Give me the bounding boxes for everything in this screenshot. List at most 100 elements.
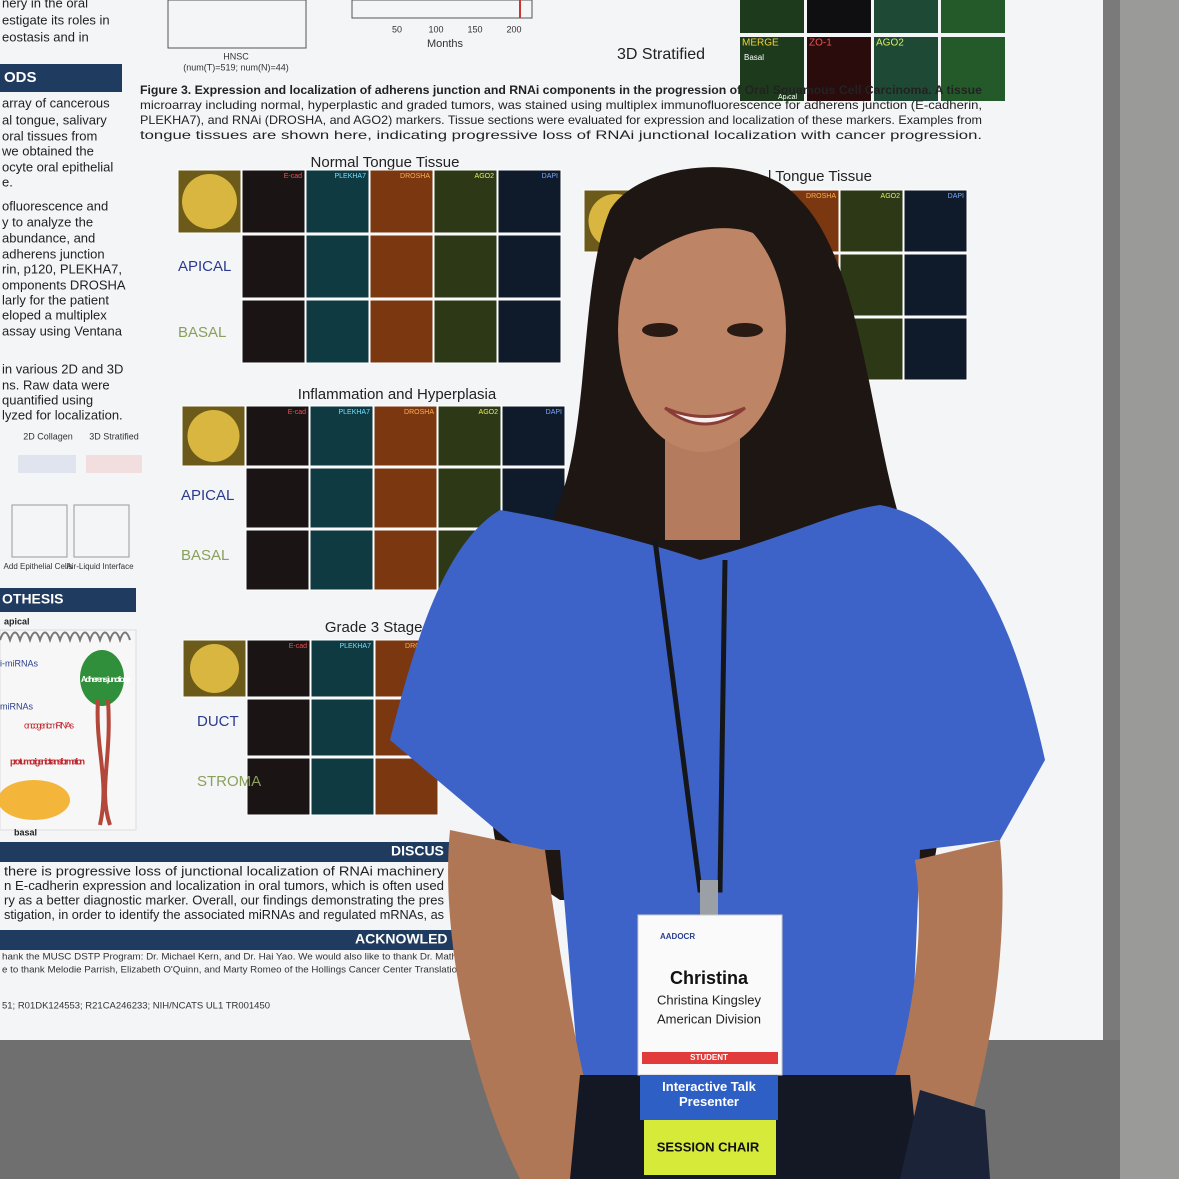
micrograph [245,467,310,529]
body-text: ry as a better diagnostic marker. Overal… [4,893,444,907]
body-text: lyzed for localization. [2,407,123,422]
diagram-label: Adherens junctions [81,675,132,684]
heading: ODS [4,69,37,86]
stain-label: AGO2 [479,409,499,416]
blue-top [390,505,1045,1090]
chart-label: (num(T)=519; num(N)=44) [183,62,289,72]
row-label: APICAL [178,258,231,275]
badge-clip [700,880,718,920]
tissue-core [187,410,240,462]
micrograph [941,37,1005,101]
heading: OTHESIS [2,591,63,607]
chart-label: HNSC [223,51,249,61]
micrograph [874,0,938,33]
caption: PLEKHA7), and RNAi (DROSHA, and AGO2) ma… [140,113,982,127]
stain-label: PLEKHA7 [338,409,370,416]
body-text: ocyte oral epithelial [2,159,113,174]
micrograph [369,169,434,234]
nucleus [0,780,70,820]
badge-text: American Division [657,1011,761,1026]
stain-label: AGO2 [876,38,904,49]
heading: ACKNOWLED [355,931,448,947]
tissue-core [182,174,237,229]
stain-label: DAPI [542,173,558,180]
micrograph [310,639,375,698]
heading-bar [0,588,136,612]
body-text: n E-cadherin expression and localization… [4,879,444,893]
micrograph [903,189,968,253]
row-label: STROMA [197,773,261,790]
micrograph [241,299,306,364]
caption: microarray including normal, hyperplasti… [140,98,982,112]
transwell [11,504,68,558]
face [618,208,786,452]
micrograph [310,698,375,757]
stain-label: ZO-1 [809,38,832,49]
transwell [73,504,130,558]
micrograph [497,299,562,364]
row-label: BASAL [178,324,226,341]
body-text: we obtained the [1,143,94,158]
junction-strand [95,699,112,826]
row-label: BASAL [181,547,229,564]
micrograph [305,234,370,299]
panel-frame [1120,0,1179,1179]
panel-title: l Tongue Tissue [768,168,872,185]
micrograph [309,529,374,591]
body-text: adherens junction [2,246,105,261]
x-tick-label: 100 [428,24,443,34]
body-text: nery in the oral [2,0,88,10]
micrograph [740,0,804,33]
axis-label: Months [427,38,464,50]
micrograph [903,317,968,381]
micrograph [941,0,1005,33]
body-text: larly for the patient [2,292,109,307]
stain-label: DAPI [546,409,562,416]
row-label: DUCT [197,713,239,730]
micrograph [245,529,310,591]
heading-bar [0,930,470,950]
badge-name: Christina [670,968,749,988]
stain-label: E-cad [289,643,307,650]
body-text: eloped a multiplex [2,307,107,322]
culture-dish [86,455,142,473]
diagram-label: miRNAs [0,701,33,711]
body-text: y to analyze the [2,214,93,229]
micrograph [246,698,311,757]
diagram-label: pro-tumorigenic transformation [10,756,85,766]
micrograph [369,299,434,364]
eye [727,323,763,337]
body-text: estigate its roles in [2,12,110,27]
smile [664,406,746,426]
eye [642,323,678,337]
micrograph [373,405,438,467]
micrograph [433,169,498,234]
stain-label: Apical [778,94,798,101]
diagram-label: oncogenic mRNAs [24,720,75,730]
micrograph [241,169,306,234]
hair-part [618,204,790,260]
stain-label: AGO2 [881,193,901,200]
ribbon-blue [640,1075,778,1120]
micrograph [903,253,968,317]
stain-label: Basal [744,53,764,62]
name-badge: AADOCR Christina Christina Kingsley America… [637,914,783,1175]
role-bar [642,1052,778,1064]
stain-label: E-cad [284,173,302,180]
body-text: hank the MUSC DSTP Program: Dr. Michael … [2,951,457,961]
heading-bar [0,842,470,862]
body-text: stigation, in order to identify the asso… [4,908,444,922]
ribbon-label: Interactive Talk Presenter [662,1079,756,1109]
diagram-label: 2D Collagen [23,431,73,441]
micrograph [245,405,310,467]
body-text: in various 2D and 3D [2,361,123,376]
micrograph [246,639,311,698]
bag [900,1090,990,1179]
body-text: abundance, and [2,230,95,245]
poster-content: nery in the oral estigate its roles in eos… [0,0,1005,1010]
body-text: al tongue, salivary [2,112,107,127]
micrograph [807,0,871,33]
caption: Figure 3. Expression and localization of… [140,83,982,97]
stain-label: DROSHA [806,193,836,200]
